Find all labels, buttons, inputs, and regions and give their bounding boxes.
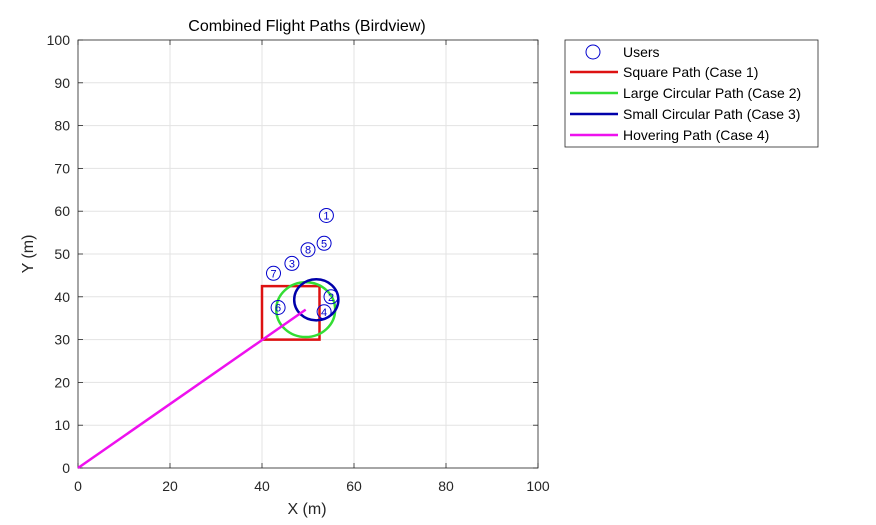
user-marker-circle <box>323 289 339 305</box>
user-marker-circle <box>318 207 334 223</box>
user-marker-label: 7 <box>270 268 276 280</box>
user-marker-label: 4 <box>321 307 327 319</box>
user-marker: 5 <box>316 235 332 251</box>
user-marker: 7 <box>266 265 281 281</box>
user-marker: 1 <box>318 207 334 223</box>
x-tick-label: 100 <box>526 478 550 494</box>
x-tick-label: 40 <box>254 478 270 494</box>
x-tick-label: 0 <box>74 478 82 494</box>
legend-square-label: Square Path (Case 1) <box>623 64 758 80</box>
y-tick-label: 0 <box>62 460 70 476</box>
user-marker-circle <box>316 304 332 320</box>
legend: Users Square Path (Case 1) Large Circula… <box>564 39 819 148</box>
series-layer <box>77 278 340 470</box>
y-tick-label: 90 <box>54 75 70 91</box>
legend-small-circle-label: Small Circular Path (Case 3) <box>623 106 800 122</box>
user-marker-label: 2 <box>328 292 334 304</box>
user-marker-label: 3 <box>289 258 295 270</box>
legend-users-marker <box>585 44 601 60</box>
user-marker: 8 <box>300 242 316 258</box>
user-marker-label: 8 <box>305 245 311 257</box>
y-tick-label: 10 <box>54 417 70 433</box>
legend-hovering-label: Hovering Path (Case 4) <box>623 127 769 143</box>
y-tick-label: 30 <box>54 332 70 348</box>
user-marker-circle <box>284 255 300 271</box>
user-marker-label: 5 <box>321 238 327 250</box>
hovering-path-line <box>77 308 307 470</box>
ticks: 0 20 40 60 80 100 0 10 20 30 40 50 60 70 80 90 100 <box>47 32 550 494</box>
x-tick-label: 80 <box>438 478 454 494</box>
y-tick-label: 100 <box>47 32 71 48</box>
user-marker-label: 1 <box>323 210 329 222</box>
chart-title: Combined Flight Paths (Birdview) <box>188 18 425 35</box>
x-axis-title: X (m) <box>287 501 326 518</box>
legend-users-label: Users <box>623 44 660 60</box>
x-tick-label: 20 <box>162 478 178 494</box>
y-tick-label: 50 <box>54 246 70 262</box>
user-marker-circle <box>300 242 316 258</box>
small-circular-path-circle <box>292 278 340 322</box>
user-marker: 2 <box>323 289 339 305</box>
x-tick-label: 60 <box>346 478 362 494</box>
y-tick-label: 80 <box>54 118 70 134</box>
user-marker-label: 6 <box>275 303 281 315</box>
user-marker-circle <box>316 235 332 251</box>
legend-large-circle-label: Large Circular Path (Case 2) <box>623 85 801 101</box>
user-marker: 3 <box>284 255 300 271</box>
users-layer: 1 2 3 4 5 6 7 8 <box>266 207 339 320</box>
y-tick-label: 60 <box>54 203 70 219</box>
user-marker-circle <box>266 265 281 281</box>
y-tick-label: 20 <box>54 374 70 390</box>
y-tick-label: 70 <box>54 160 70 176</box>
y-axis-title: Y (m) <box>20 235 37 274</box>
user-marker-circle <box>270 300 286 315</box>
user-marker: 4 <box>316 304 332 320</box>
user-marker: 6 <box>270 300 286 315</box>
y-tick-label: 40 <box>54 289 70 305</box>
